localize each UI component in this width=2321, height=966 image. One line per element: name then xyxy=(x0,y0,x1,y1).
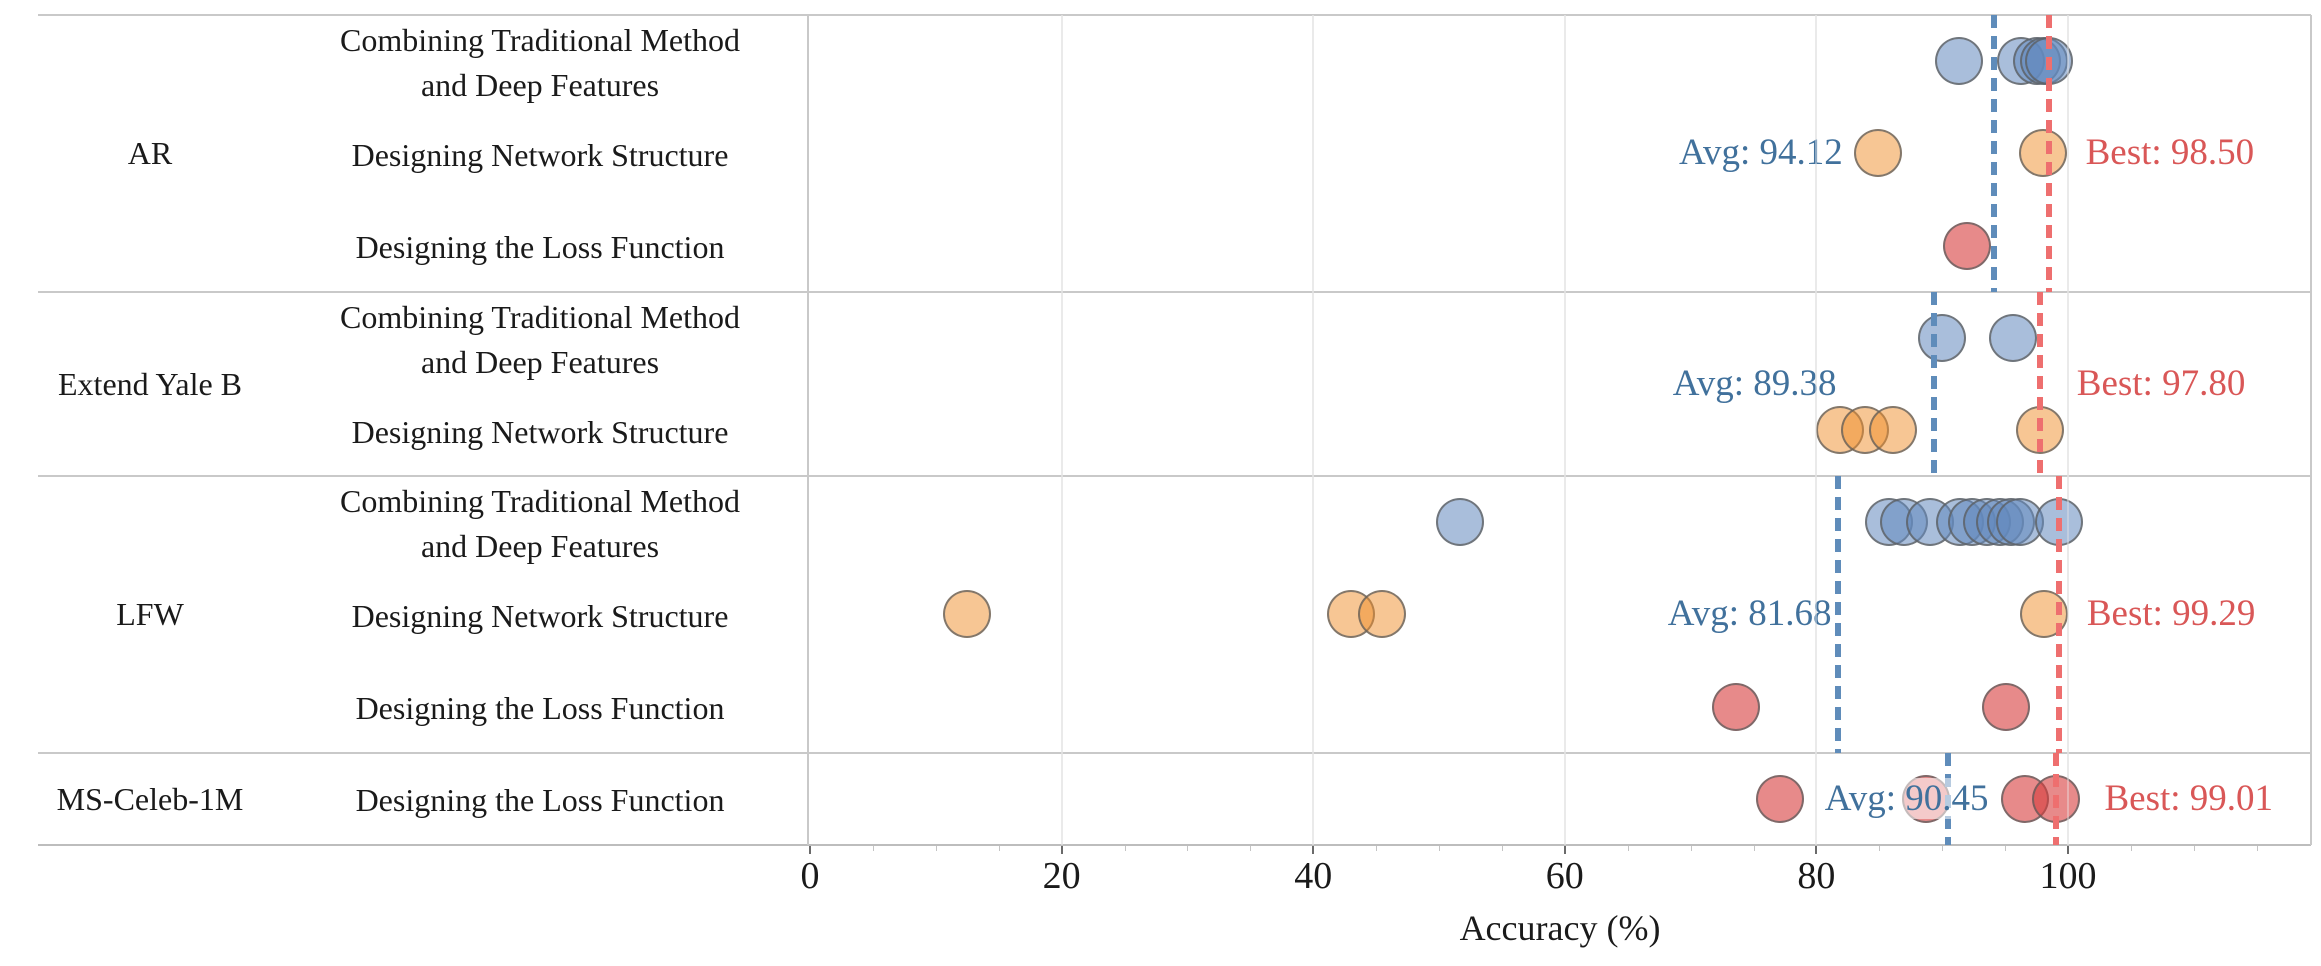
method-label: Combining Traditional Method and Deep Fea… xyxy=(339,22,741,104)
best-line xyxy=(2056,476,2063,753)
dataset-label: Extend Yale B xyxy=(58,365,242,402)
best-line xyxy=(2037,291,2044,477)
data-point xyxy=(1755,774,1804,823)
avg-line xyxy=(1931,291,1938,477)
x-axis-line xyxy=(38,844,2311,846)
x-axis-minor-tick xyxy=(2130,846,2132,851)
band-separator xyxy=(38,14,2311,16)
method-label: Designing the Loss Function xyxy=(355,229,725,266)
data-point xyxy=(1854,129,1903,178)
x-axis-minor-tick xyxy=(1501,846,1503,851)
data-point xyxy=(1988,313,2037,362)
x-axis-minor-tick xyxy=(2005,846,2007,851)
gridline-overlay xyxy=(2067,15,2069,845)
x-axis-title: Accuracy (%) xyxy=(1459,908,1661,948)
x-axis-tick xyxy=(1312,846,1315,854)
x-tick-label: 0 xyxy=(800,855,820,897)
method-label: Designing Network Structure xyxy=(351,413,729,450)
method-label: Designing Network Structure xyxy=(351,136,729,173)
avg-label: Avg: 89.38 xyxy=(1672,362,1837,404)
gridline xyxy=(2067,15,2069,845)
x-axis-minor-tick xyxy=(1124,846,1126,851)
data-point xyxy=(1358,590,1407,639)
data-point xyxy=(1943,221,1992,270)
best-label: Best: 98.50 xyxy=(2085,132,2255,174)
x-tick-label: 80 xyxy=(1797,855,1836,897)
data-point xyxy=(1982,682,2031,731)
x-axis-minor-tick xyxy=(872,846,874,851)
best-line xyxy=(2046,15,2053,292)
dataset-label: LFW xyxy=(116,596,184,633)
data-point xyxy=(1934,37,1983,86)
gridline xyxy=(1563,15,1566,845)
data-point xyxy=(1711,682,1760,731)
gridline xyxy=(1060,15,1063,845)
x-axis-minor-tick xyxy=(1942,846,1944,851)
x-axis-minor-tick xyxy=(1250,846,1252,851)
x-axis-minor-tick xyxy=(998,846,1000,851)
x-axis-tick xyxy=(809,846,811,854)
data-point xyxy=(1918,313,1967,362)
x-axis-minor-tick xyxy=(935,846,937,851)
method-label: Combining Traditional Method and Deep Fea… xyxy=(339,298,741,380)
dataset-label: AR xyxy=(127,135,173,172)
x-tick-label: 20 xyxy=(1042,855,1081,897)
dataset-label: MS-Celeb-1M xyxy=(56,780,244,817)
x-axis-minor-tick xyxy=(1627,846,1629,851)
x-axis-minor-tick xyxy=(1753,846,1755,851)
data-point xyxy=(1436,498,1485,547)
method-label: Designing the Loss Function xyxy=(355,782,725,819)
x-axis-minor-tick xyxy=(1690,846,1692,851)
avg-label: Avg: 81.68 xyxy=(1667,593,1832,635)
right-spine xyxy=(2310,15,2312,845)
best-label: Best: 97.80 xyxy=(2076,362,2246,404)
x-axis-minor-tick xyxy=(1439,846,1440,851)
band-separator xyxy=(38,475,2311,478)
gridline-overlay xyxy=(1563,15,1566,845)
band-separator xyxy=(38,290,2311,293)
method-label: Combining Traditional Method and Deep Fea… xyxy=(339,483,741,565)
best-line xyxy=(2052,752,2059,845)
x-tick-label: 40 xyxy=(1294,855,1333,897)
x-axis-minor-tick xyxy=(1187,846,1189,851)
avg-line xyxy=(1991,15,1998,292)
left-spine xyxy=(807,15,809,845)
data-point xyxy=(2018,129,2067,178)
method-label: Designing the Loss Function xyxy=(355,690,725,727)
data-point xyxy=(1869,406,1918,454)
gridline xyxy=(1312,15,1315,845)
x-axis-tick xyxy=(1815,846,1818,854)
x-tick-label: 100 xyxy=(2039,855,2097,897)
x-tick-label: 60 xyxy=(1545,855,1584,897)
x-axis-minor-tick xyxy=(2193,846,2195,851)
avg-label: Avg: 90.45 xyxy=(1473,777,1993,820)
data-point xyxy=(943,590,992,639)
gridline-overlay xyxy=(1312,15,1315,845)
avg-line xyxy=(1834,476,1841,753)
avg-label: Avg: 94.12 xyxy=(1679,132,1843,174)
x-axis-tick xyxy=(1563,846,1566,854)
best-label: Best: 99.29 xyxy=(2086,593,2256,635)
x-axis-tick xyxy=(1060,846,1063,854)
gridline-overlay xyxy=(1060,15,1063,845)
x-axis-minor-tick xyxy=(1376,846,1378,851)
best-label: Best: 99.01 xyxy=(2104,777,2274,819)
gridline-overlay xyxy=(1815,15,1818,845)
x-axis-minor-tick xyxy=(1879,846,1881,851)
x-axis-minor-tick xyxy=(2256,846,2258,851)
band-separator xyxy=(38,751,2311,754)
method-label: Designing Network Structure xyxy=(351,597,729,634)
x-axis-tick xyxy=(2067,846,2069,854)
